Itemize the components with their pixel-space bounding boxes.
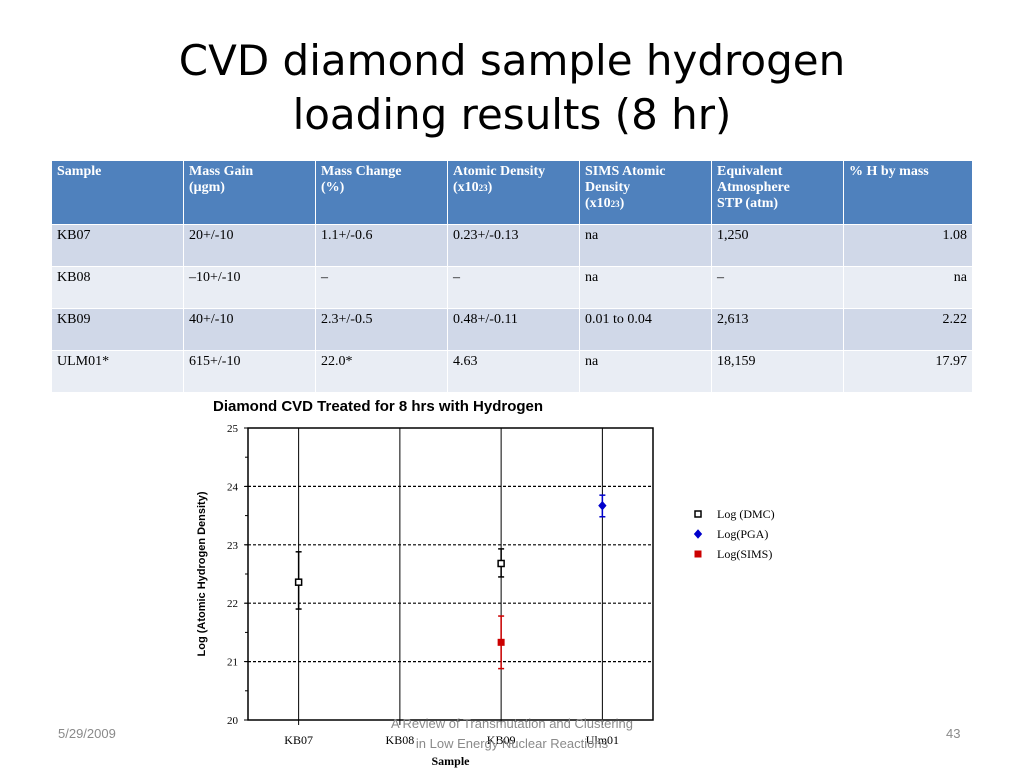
x-tick-label: KB09 (487, 733, 516, 747)
cell-sample: ULM01* (51, 350, 184, 393)
y-tick-label: 23 (227, 540, 239, 552)
hydrogen-density-chart: 20 21 22 23 24 25 KB07 KB08 KB09 Ulm01 Sample Log (… (196, 423, 775, 768)
header-text: Mass Change (321, 164, 402, 179)
table-row: KB08 –10+/-10 – – na – na (51, 266, 973, 309)
header-atomic-density: Atomic Density (x1023) (447, 160, 580, 225)
legend-label: Log (DMC) (717, 507, 775, 521)
cell-atomic-density: 4.63 (447, 350, 580, 393)
legend-label: Log(SIMS) (717, 547, 772, 561)
header-text: Equivalent (717, 164, 783, 179)
table-row: ULM01* 615+/-10 22.0* 4.63 na 18,159 17.… (51, 350, 973, 393)
footer-title-line2: in Low Energy Nuclear Reactions (415, 736, 609, 751)
cell-mass-change: 2.3+/-0.5 (315, 308, 448, 351)
cell-sample: KB07 (51, 224, 184, 267)
table-row: KB07 20+/-10 1.1+/-0.6 0.23+/-0.13 na 1,… (51, 224, 973, 267)
cell-sims-density: na (579, 224, 712, 267)
header-exponent: 23 (610, 199, 620, 209)
footer-title-line1: A Review of Transmutation and Clustering (390, 716, 634, 731)
header-text: Mass Gain (189, 164, 254, 179)
header-text: Sample (57, 164, 102, 179)
data-point (497, 559, 505, 568)
header-text: STP (atm) (717, 196, 779, 211)
cell-mass-gain: 20+/-10 (183, 224, 316, 267)
header-text: (μgm) (189, 180, 225, 195)
cell-sample: KB08 (51, 266, 184, 309)
cell-mass-change: 22.0* (315, 350, 448, 393)
cell-atmosphere: – (711, 266, 844, 309)
cell-atmosphere: 1,250 (711, 224, 844, 267)
cell-sims-density: na (579, 266, 712, 309)
table-row: KB09 40+/-10 2.3+/-0.5 0.48+/-0.11 0.01 … (51, 308, 973, 351)
header-sims-density: SIMS Atomic Density (x1023) (579, 160, 712, 225)
x-tick-label: Ulm01 (586, 733, 619, 747)
cell-atmosphere: 2,613 (711, 308, 844, 351)
cell-atomic-density: 0.23+/-0.13 (447, 224, 580, 267)
y-tick-label: 21 (227, 657, 238, 669)
header-text: (x10 (585, 196, 611, 211)
header-text: (x10 (453, 180, 479, 195)
y-tick-label: 20 (227, 715, 239, 727)
legend-marker (693, 529, 703, 539)
cell-atmosphere: 18,159 (711, 350, 844, 393)
cell-percent-h: 1.08 (843, 224, 973, 267)
results-table: Sample Mass Gain (μgm) Mass Change (%) Ato… (51, 160, 973, 393)
data-point (497, 638, 505, 646)
cell-atomic-density: 0.48+/-0.11 (447, 308, 580, 351)
cell-sims-density: 0.01 to 0.04 (579, 308, 712, 351)
legend-label: Log(PGA) (717, 527, 768, 541)
header-equivalent-atmosphere: Equivalent Atmosphere STP (atm) (711, 160, 844, 225)
data-point (294, 578, 303, 586)
cell-mass-gain: –10+/-10 (183, 266, 316, 309)
header-text: Atomic Density (453, 164, 546, 179)
cell-percent-h: na (843, 266, 973, 309)
legend-marker (694, 550, 702, 558)
table-header-row: Sample Mass Gain (μgm) Mass Change (%) Ato… (51, 160, 973, 225)
header-mass-change: Mass Change (%) (315, 160, 448, 225)
slide-title: CVD diamond sample hydrogen loading resu… (0, 34, 1024, 142)
chart-title: Diamond CVD Treated for 8 hrs with Hydro… (213, 398, 544, 415)
header-mass-gain: Mass Gain (μgm) (183, 160, 316, 225)
header-text: SIMS Atomic (585, 164, 666, 179)
cell-percent-h: 2.22 (843, 308, 973, 351)
x-axis-label: Sample (431, 754, 470, 768)
y-axis-label: Log (Atomic Hydrogen Density) (196, 491, 208, 656)
footer-date: 5/29/2009 (58, 726, 116, 741)
header-text: ) (487, 180, 493, 195)
header-text: Density (585, 180, 631, 195)
cell-mass-gain: 40+/-10 (183, 308, 316, 351)
legend-marker (694, 510, 702, 518)
y-tick-label: 25 (227, 423, 239, 435)
slide-title-line2: loading results (8 hr) (292, 90, 732, 139)
y-tick-label: 24 (227, 481, 239, 493)
cell-percent-h: 17.97 (843, 350, 973, 393)
data-point (598, 500, 607, 511)
x-tick-label: KB07 (284, 733, 313, 747)
header-exponent: 23 (478, 183, 488, 193)
header-text: ) (619, 196, 625, 211)
footer-presentation-title: A Review of Transmutation and Clustering… (362, 714, 662, 754)
x-tick-label: KB08 (386, 733, 415, 747)
header-sample: Sample (51, 160, 184, 225)
slide-title-line1: CVD diamond sample hydrogen (178, 36, 846, 85)
cell-atomic-density: – (447, 266, 580, 309)
header-text: Atmosphere (717, 180, 790, 195)
header-text: % H by mass (849, 164, 929, 179)
cell-mass-change: 1.1+/-0.6 (315, 224, 448, 267)
cell-mass-change: – (315, 266, 448, 309)
cell-sims-density: na (579, 350, 712, 393)
y-tick-label: 22 (227, 598, 238, 610)
header-text: (%) (321, 180, 345, 195)
cell-mass-gain: 615+/-10 (183, 350, 316, 393)
footer-page-number: 43 (946, 726, 961, 741)
header-percent-h: % H by mass (843, 160, 973, 225)
cell-sample: KB09 (51, 308, 184, 351)
plot-area (247, 427, 654, 721)
